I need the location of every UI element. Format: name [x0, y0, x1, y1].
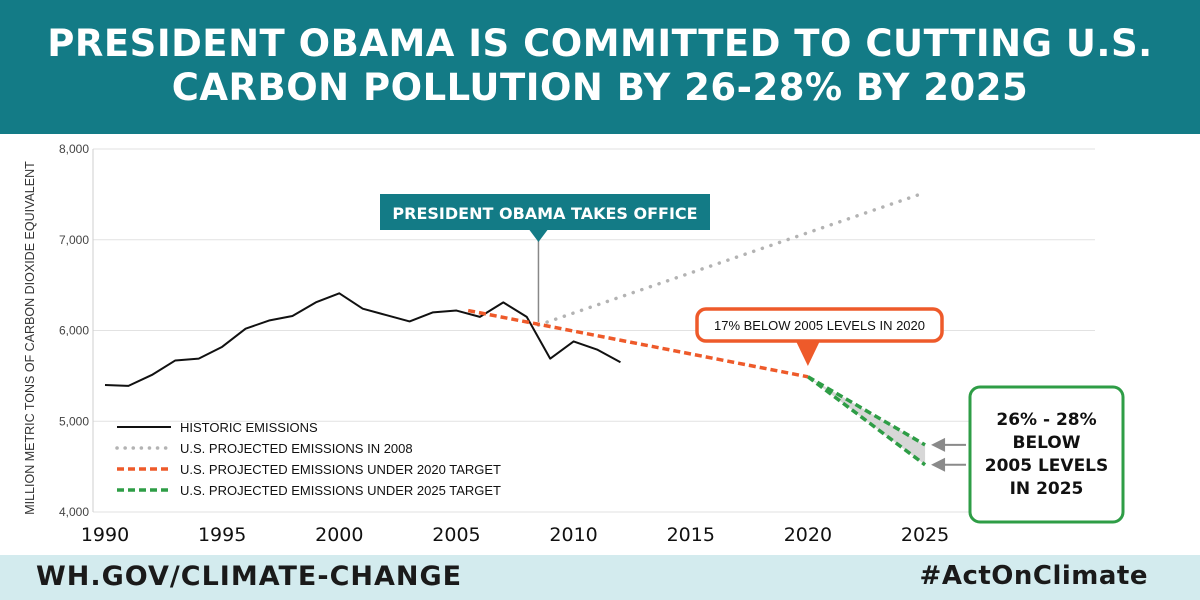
y-axis-ticks: 4,000 5,000 6,000 7,000 8,000 — [59, 142, 89, 519]
x-tick-label: 2015 — [667, 524, 715, 546]
legend-label: U.S. PROJECTED EMISSIONS UNDER 2020 TARG… — [180, 462, 501, 477]
legend-label: U.S. PROJECTED EMISSIONS UNDER 2025 TARG… — [180, 483, 501, 498]
series-target-2025-upper-line — [807, 375, 926, 447]
x-tick-label: 2020 — [784, 524, 832, 546]
footer-url-link[interactable]: WH.GOV/CLIMATE-CHANGE — [36, 561, 463, 592]
target-2025-callout-line: BELOW — [1013, 433, 1081, 453]
series-target-2025-lower-line — [806, 375, 927, 467]
chart-legend: HISTORIC EMISSIONS U.S. PROJECTED EMISSIO… — [115, 420, 501, 498]
band-arrow-head — [931, 457, 946, 472]
y-tick-label: 6,000 — [59, 324, 89, 338]
header-banner: PRESIDENT OBAMA IS COMMITTED TO CUTTING … — [0, 0, 1200, 134]
x-tick-label: 2025 — [901, 524, 949, 546]
office-callout-box — [380, 194, 710, 230]
series-target-2020-line — [467, 308, 809, 379]
x-tick-label: 1995 — [198, 524, 246, 546]
series-historic-line — [104, 292, 621, 387]
y-tick-label: 8,000 — [59, 142, 89, 156]
target-2025-callout-box — [968, 385, 1125, 524]
chart-series — [104, 190, 927, 467]
x-tick-label: 2000 — [315, 524, 363, 546]
footer-bar: WH.GOV/CLIMATE-CHANGE #ActOnClimate — [0, 555, 1200, 600]
office-callout-label: PRESIDENT OBAMA TAKES OFFICE — [392, 204, 697, 223]
y-tick-label: 4,000 — [59, 505, 89, 519]
office-callout-pointer — [529, 230, 548, 242]
x-tick-label: 2010 — [549, 524, 597, 546]
target-2025-callout-line: 26% - 28% — [996, 410, 1096, 430]
target-2025-band — [807, 376, 926, 465]
y-tick-label: 5,000 — [59, 414, 89, 428]
target-2020-callout-pointer — [795, 341, 820, 366]
band-arrow-head — [931, 437, 946, 452]
legend-label: HISTORIC EMISSIONS — [180, 420, 318, 435]
legend-label: U.S. PROJECTED EMISSIONS IN 2008 — [180, 441, 413, 456]
chart-annotations: PRESIDENT OBAMA TAKES OFFICE 17% BELOW 20… — [380, 194, 1125, 524]
target-2025-callout-line: 2005 LEVELS — [985, 456, 1109, 476]
page-title: PRESIDENT OBAMA IS COMMITTED TO CUTTING … — [47, 22, 1153, 109]
x-tick-label: 2005 — [432, 524, 480, 546]
x-tick-label: 1990 — [81, 524, 129, 546]
target-2020-callout-label: 17% BELOW 2005 LEVELS IN 2020 — [714, 318, 925, 333]
x-axis-ticks: 1990 1995 2000 2005 2010 2015 2020 2025 — [81, 524, 949, 546]
target-2025-callout-line: IN 2025 — [1010, 479, 1084, 499]
footer-hashtag: #ActOnClimate — [919, 561, 1148, 591]
y-tick-label: 7,000 — [59, 233, 89, 247]
